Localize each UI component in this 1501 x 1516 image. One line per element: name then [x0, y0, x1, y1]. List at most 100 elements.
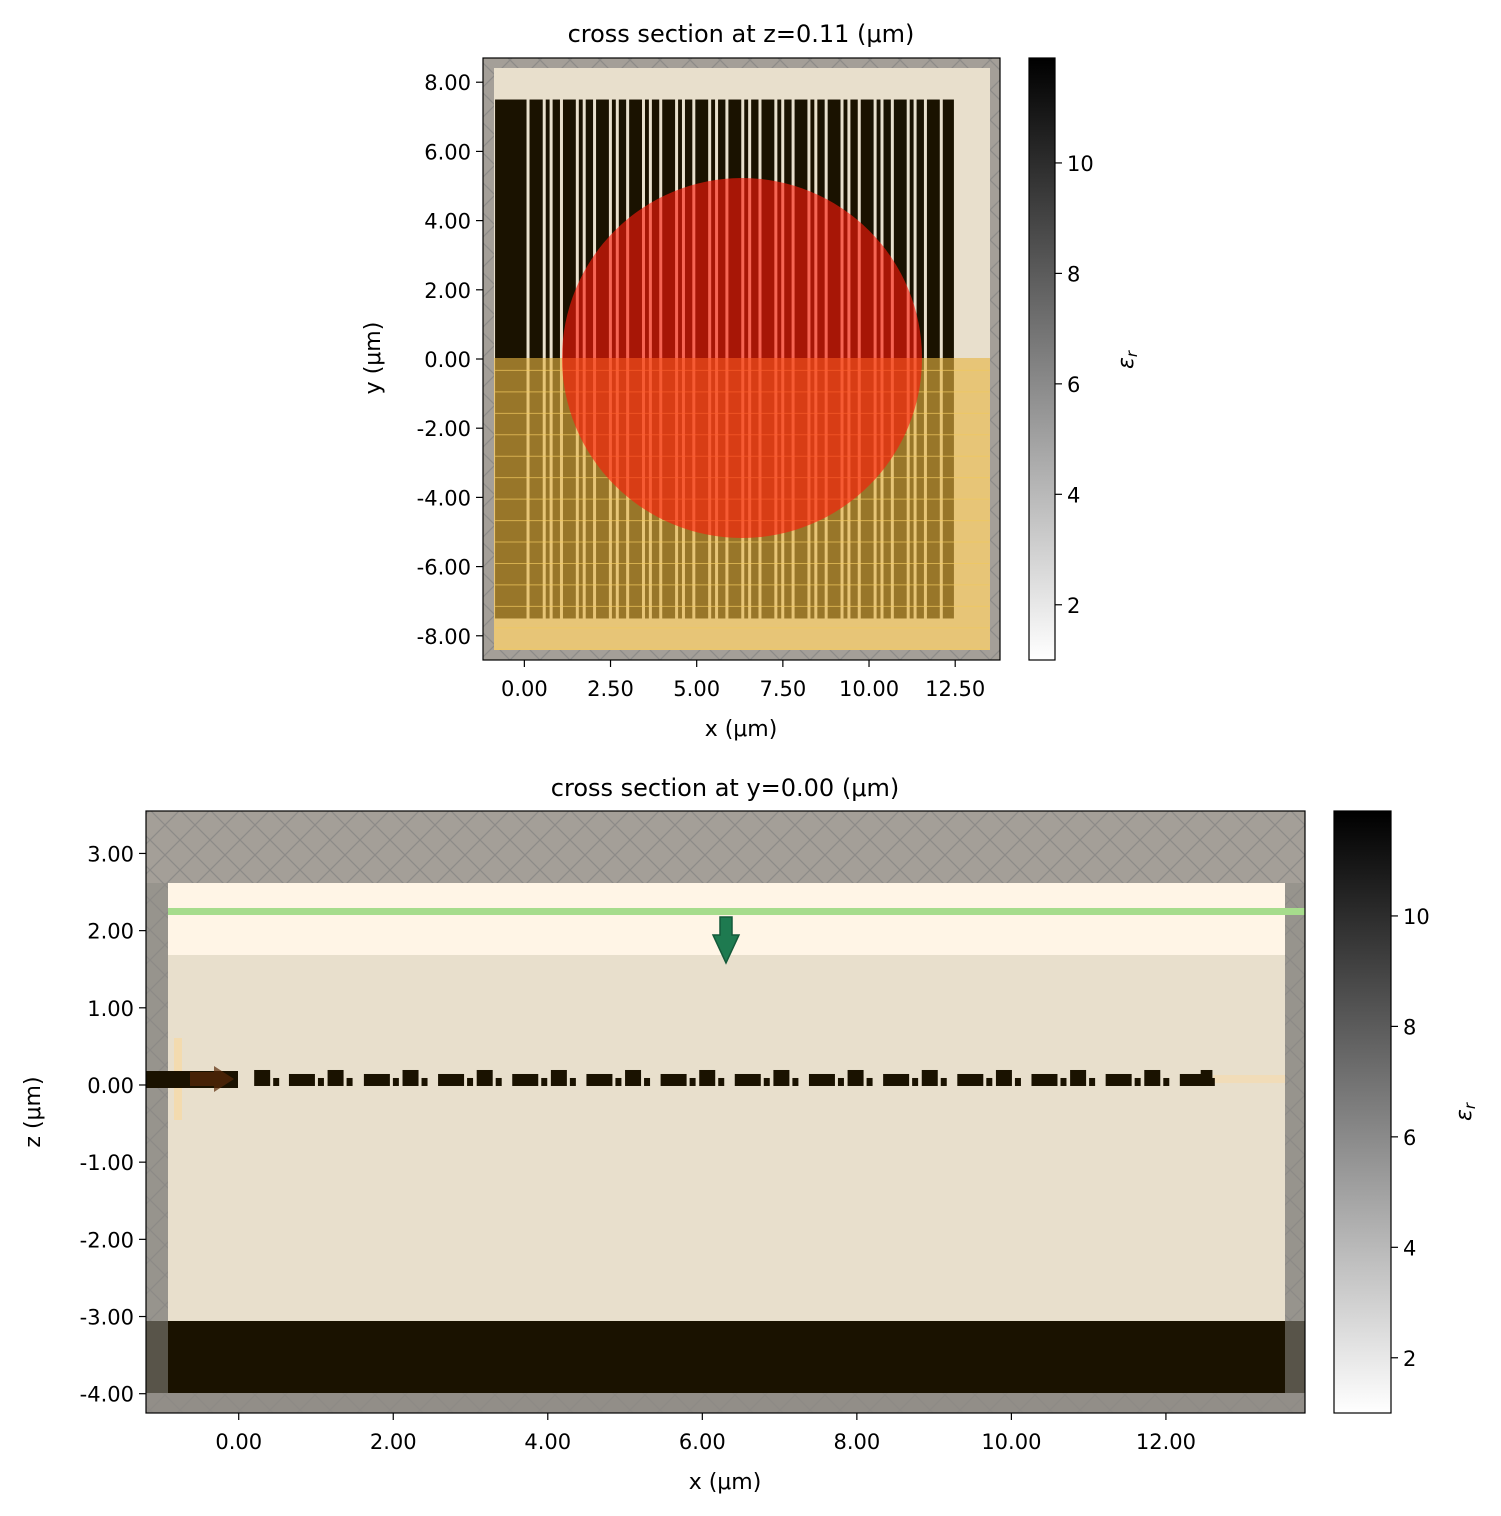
grating-tooth [1014, 1077, 1021, 1086]
x-axis-label: x (μm) [689, 1470, 762, 1495]
colorbar-label: εr [1114, 350, 1141, 369]
plot-xz: cross section at y=0.00 (μm) 3.00 2.00 1.0… [21, 774, 1479, 1495]
grating-tooth [1200, 1069, 1213, 1086]
colorbar-tick-label: 6 [1403, 1126, 1416, 1150]
y-tick-label: 1.00 [87, 997, 134, 1021]
x-tick-label: 2.00 [370, 1430, 417, 1454]
grating-tooth [763, 1077, 770, 1086]
grating-tooth [986, 1077, 993, 1086]
grating-tooth [476, 1069, 493, 1086]
grating-tooth [995, 1069, 1012, 1086]
colorbar-tick-label: 10 [1403, 905, 1430, 929]
grating-tooth [273, 1077, 280, 1086]
grating-tooth [254, 1069, 271, 1086]
grating-tooth [421, 1077, 428, 1086]
y-axis-ticks: 8.00 6.00 4.00 2.00 0.00 -2.00 -4.00 -6.00 -8.00 [417, 71, 483, 649]
colorbar: 2 4 6 8 10 εr [1028, 57, 1141, 661]
x-tick-label: 4.00 [524, 1430, 571, 1454]
source-plane [168, 908, 1305, 915]
grating-tooth [512, 1073, 539, 1086]
grating-tooth [773, 1069, 790, 1086]
grating-tooth [363, 1073, 390, 1086]
grating-tooth [1179, 1073, 1206, 1086]
x-tick-label: 0.00 [501, 677, 548, 701]
grating-tooth [1070, 1069, 1087, 1086]
colorbar-tick-label: 4 [1067, 483, 1080, 507]
grating-tooth [1163, 1077, 1170, 1086]
y-tick-label: -4.00 [80, 1383, 134, 1407]
x-tick-label: 12.50 [925, 677, 985, 701]
pml-left-strip [146, 883, 168, 1393]
plot-xy: cross section at z=0.11 (μm) 8.00 6.00 4.0… [361, 20, 1141, 742]
colorbar-tick-label: 8 [1403, 1015, 1416, 1039]
grating-tooth [808, 1073, 835, 1086]
colorbar-tick-label: 8 [1067, 262, 1080, 286]
grating-tooth [346, 1077, 353, 1086]
plot-title: cross section at y=0.00 (μm) [551, 774, 899, 802]
y-tick-label: -2.00 [80, 1228, 134, 1252]
grating-tooth [837, 1077, 844, 1086]
injection-direction-arrow [711, 916, 741, 965]
colorbar-ticks: 2 4 6 8 10 [1055, 152, 1094, 618]
grating-tooth [541, 1077, 548, 1086]
y-axis-label: y (μm) [361, 322, 386, 395]
x-tick-label: 0.00 [215, 1430, 262, 1454]
grating-tooth [438, 1073, 465, 1086]
grating-tooth [569, 1077, 576, 1086]
simulation-domain [168, 883, 1285, 1393]
grating-tooth [317, 1077, 324, 1086]
y-tick-label: 6.00 [424, 140, 471, 164]
grating-tooth [689, 1077, 696, 1086]
colorbar-tick-label: 4 [1403, 1236, 1416, 1260]
grating-tooth [883, 1073, 910, 1086]
x-tick-label: 10.00 [839, 677, 899, 701]
grating-tooth [718, 1077, 725, 1086]
grating-tooth [866, 1077, 873, 1086]
grating-tooth [921, 1069, 938, 1086]
x-axis-label: x (μm) [705, 717, 778, 742]
grating-tooth [792, 1077, 799, 1086]
grating-tooth [615, 1077, 622, 1086]
waveguide-monitor [1213, 1075, 1285, 1083]
y-tick-label: -6.00 [417, 556, 471, 580]
grating-tooth [1089, 1077, 1096, 1086]
x-tick-label: 6.00 [679, 1430, 726, 1454]
x-tick-label: 7.50 [759, 677, 806, 701]
grating-tooth [550, 1069, 567, 1086]
grating-tooth [1060, 1077, 1067, 1086]
x-axis-ticks: 0.00 2.50 5.00 7.50 10.00 12.50 [501, 660, 985, 701]
grating-teeth [254, 1069, 1215, 1086]
pml-right-strip [1285, 883, 1305, 1393]
y-tick-label: 4.00 [424, 210, 471, 234]
y-tick-label: -3.00 [80, 1306, 134, 1330]
colorbar-gradient [1333, 810, 1392, 1414]
grating-tooth [1031, 1073, 1058, 1086]
colorbar-label: εr [1452, 1102, 1479, 1121]
x-tick-label: 5.00 [673, 677, 720, 701]
colorbar-tick-label: 10 [1067, 152, 1094, 176]
x-tick-label: 10.00 [981, 1430, 1041, 1454]
y-tick-label: 2.00 [87, 920, 134, 944]
gaussian-beam-source [562, 178, 922, 538]
grating-tooth [847, 1069, 864, 1086]
y-tick-label: -4.00 [417, 486, 471, 510]
y-axis-ticks: 3.00 2.00 1.00 0.00 -1.00 -2.00 -3.00 -4.00 [80, 842, 146, 1407]
substrate-layer [146, 1321, 1305, 1393]
pml-bottom-strip [146, 1393, 1305, 1413]
grating-tooth [402, 1069, 419, 1086]
grating-tooth [699, 1069, 716, 1086]
grating-tooth [288, 1073, 315, 1086]
grating-tooth [495, 1077, 502, 1086]
y-tick-label: -8.00 [417, 625, 471, 649]
grating-tooth [940, 1077, 947, 1086]
y-axis-label: z (μm) [21, 1076, 46, 1147]
y-tick-label: -2.00 [417, 417, 471, 441]
colorbar-tick-label: 6 [1067, 373, 1080, 397]
colorbar-ticks: 2 4 6 8 10 [1391, 905, 1430, 1371]
colorbar-tick-label: 2 [1403, 1347, 1416, 1371]
y-tick-label: -1.00 [80, 1151, 134, 1175]
y-tick-label: 2.00 [424, 279, 471, 303]
grating-tooth [327, 1069, 344, 1086]
grating-tooth [392, 1077, 399, 1086]
